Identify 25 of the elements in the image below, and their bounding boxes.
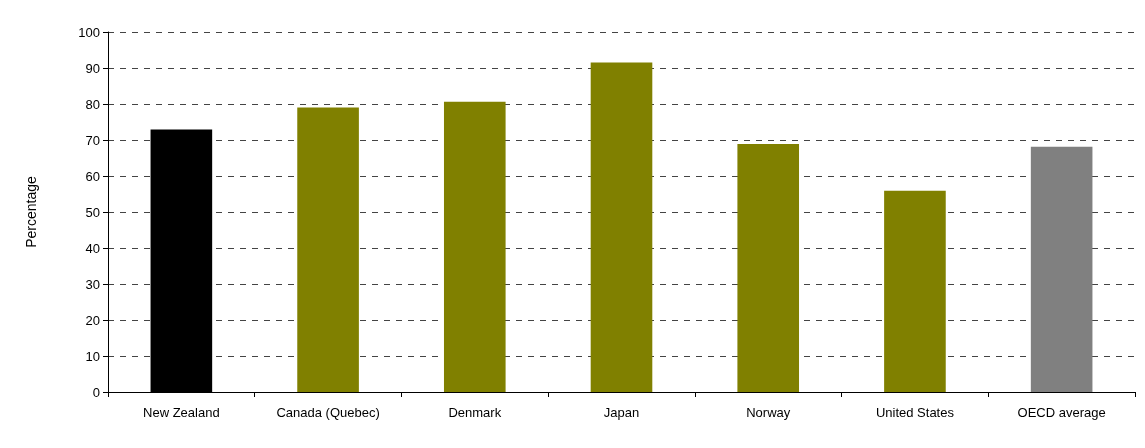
x-tick-label: Japan: [603, 405, 640, 420]
y-tick-label: 30: [85, 276, 100, 292]
x-tick-label: United States: [875, 405, 955, 420]
y-tick-label: 90: [85, 60, 100, 76]
x-tick-label: OECD average: [1017, 405, 1106, 420]
bar: [297, 107, 359, 392]
y-tick-label: 100: [78, 24, 100, 40]
y-tick-label: 20: [85, 312, 100, 328]
y-tick-label: 60: [85, 168, 100, 184]
y-tick-label: 0: [92, 384, 100, 400]
x-tick-label: New Zealand: [143, 405, 220, 420]
y-tick-label: 40: [85, 240, 100, 256]
x-tick-label: Canada (Quebec): [276, 405, 380, 420]
bar: [737, 143, 800, 392]
y-tick-label: 10: [85, 348, 100, 364]
y-tick-label: 70: [85, 132, 100, 148]
y-tick-label: 80: [85, 96, 100, 112]
x-tick-label: Norway: [746, 405, 791, 420]
x-tick-label: Denmark: [448, 405, 502, 420]
bar: [1030, 146, 1093, 392]
bar: [884, 190, 946, 392]
y-tick-label: 50: [85, 204, 100, 220]
bar: [443, 101, 506, 392]
y-axis-title: Percentage: [23, 175, 39, 248]
bar: [590, 62, 653, 392]
